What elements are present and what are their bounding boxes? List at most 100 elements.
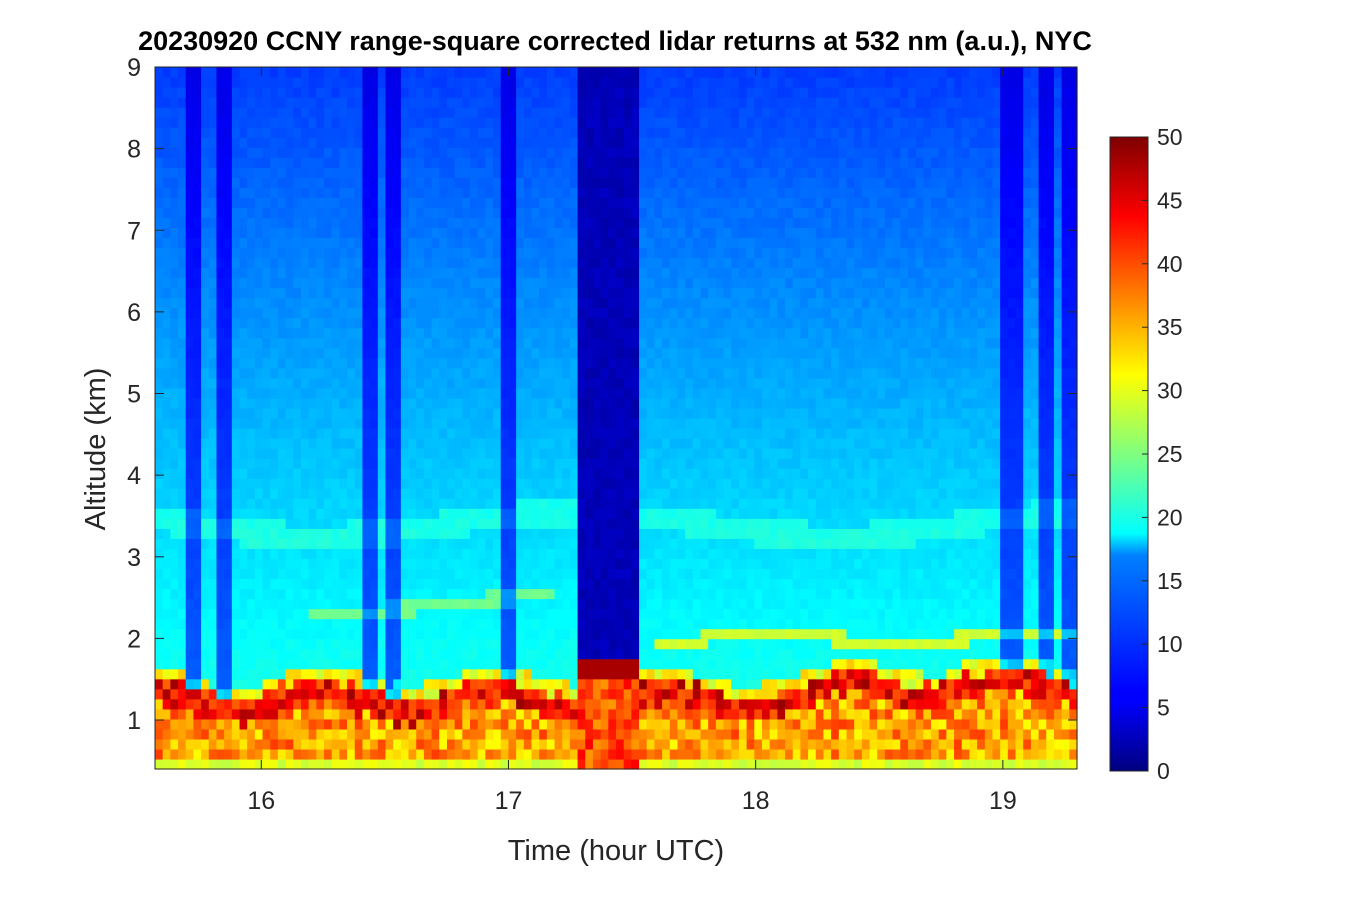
heatmap-cell: [408, 387, 417, 399]
heatmap-cell: [569, 317, 579, 329]
heatmap-cell: [485, 608, 494, 620]
heatmap-cell: [485, 247, 494, 259]
heatmap-cell: [247, 97, 256, 108]
heatmap-cell: [370, 357, 379, 369]
heatmap-cell: [208, 397, 218, 409]
heatmap-cell: [216, 718, 225, 730]
heatmap-cell: [393, 127, 402, 138]
heatmap-cell: [270, 257, 279, 269]
heatmap-cell: [316, 97, 325, 108]
heatmap-cell: [193, 317, 202, 329]
heatmap-cell: [300, 217, 310, 229]
heatmap-cell: [254, 718, 264, 730]
heatmap-cell: [239, 97, 248, 108]
heatmap-cell: [569, 648, 579, 660]
heatmap-cell: [339, 407, 348, 419]
heatmap-cell: [377, 407, 387, 419]
heatmap-cell: [523, 157, 533, 168]
heatmap-cell: [185, 397, 195, 409]
heatmap-cell: [462, 558, 471, 570]
heatmap-cell: [493, 448, 502, 459]
heatmap-cell: [224, 558, 233, 570]
heatmap-cell: [546, 217, 556, 229]
heatmap-cell: [508, 438, 517, 449]
heatmap-cell: [562, 498, 571, 509]
heatmap-cell: [616, 528, 625, 539]
heatmap-cell: [477, 297, 486, 309]
heatmap-cell: [262, 87, 271, 98]
heatmap-cell: [600, 628, 609, 640]
heatmap-cell: [592, 608, 602, 620]
heatmap-cell: [500, 498, 510, 509]
heatmap-cell: [270, 377, 279, 389]
heatmap-cell: [231, 648, 241, 660]
heatmap-cell: [477, 247, 486, 259]
heatmap-cell: [454, 117, 463, 128]
heatmap-cell: [616, 367, 625, 379]
heatmap-cell: [577, 317, 586, 329]
heatmap-cell: [662, 418, 671, 429]
heatmap-cell: [308, 277, 317, 289]
heatmap-cell: [600, 237, 609, 249]
heatmap-cell: [239, 347, 248, 359]
heatmap-cell: [616, 67, 625, 78]
heatmap-cell: [201, 758, 210, 770]
heatmap-cell: [339, 478, 348, 489]
heatmap-cell: [562, 478, 571, 489]
heatmap-cell: [300, 347, 310, 359]
heatmap-cell: [393, 327, 402, 339]
heatmap-cell: [669, 307, 679, 319]
heatmap-cell: [362, 438, 371, 449]
heatmap-cell: [262, 638, 271, 650]
heatmap-cell: [639, 237, 648, 249]
heatmap-cell: [662, 137, 671, 148]
heatmap-cell: [377, 488, 387, 499]
heatmap-cell: [270, 207, 279, 219]
heatmap-cell: [470, 77, 479, 88]
heatmap-cell: [339, 337, 348, 349]
heatmap-cell: [362, 127, 371, 138]
heatmap-cell: [454, 558, 463, 570]
heatmap-cell: [639, 357, 648, 369]
heatmap-cell: [685, 648, 694, 660]
heatmap-cell: [208, 608, 218, 620]
heatmap-cell: [277, 277, 287, 289]
heatmap-cell: [631, 137, 640, 148]
heatmap-cell: [493, 688, 502, 700]
heatmap-cell: [423, 407, 433, 419]
heatmap-cell: [616, 327, 625, 339]
heatmap-cell: [431, 147, 440, 158]
heatmap-cell: [446, 448, 456, 459]
heatmap-cell: [546, 588, 556, 600]
heatmap-cell: [531, 337, 540, 349]
heatmap-cell: [285, 458, 294, 469]
heatmap-cell: [685, 367, 694, 379]
heatmap-cell: [316, 568, 325, 580]
heatmap-cell: [362, 187, 371, 198]
heatmap-cell: [692, 508, 702, 519]
heatmap-cell: [523, 748, 533, 760]
heatmap-cell: [585, 187, 594, 198]
heatmap-cell: [408, 748, 417, 760]
heatmap-cell: [370, 478, 379, 489]
heatmap-cell: [539, 307, 548, 319]
heatmap-cell: [608, 277, 617, 289]
heatmap-cell: [162, 287, 171, 299]
heatmap-cell: [616, 347, 625, 359]
heatmap-cell: [377, 608, 387, 620]
heatmap-cell: [662, 257, 671, 269]
heatmap-cell: [616, 688, 625, 700]
heatmap-cell: [662, 518, 671, 529]
heatmap-cell: [677, 728, 686, 740]
heatmap-cell: [562, 167, 571, 178]
heatmap-cell: [692, 297, 702, 309]
heatmap-cell: [400, 167, 410, 178]
heatmap-cell: [231, 498, 241, 509]
heatmap-cell: [470, 618, 479, 630]
heatmap-cell: [493, 87, 502, 98]
heatmap-cell: [170, 387, 179, 399]
heatmap-cell: [546, 558, 556, 570]
heatmap-cell: [577, 367, 586, 379]
heatmap-cell: [462, 608, 471, 620]
heatmap-cell: [439, 558, 448, 570]
